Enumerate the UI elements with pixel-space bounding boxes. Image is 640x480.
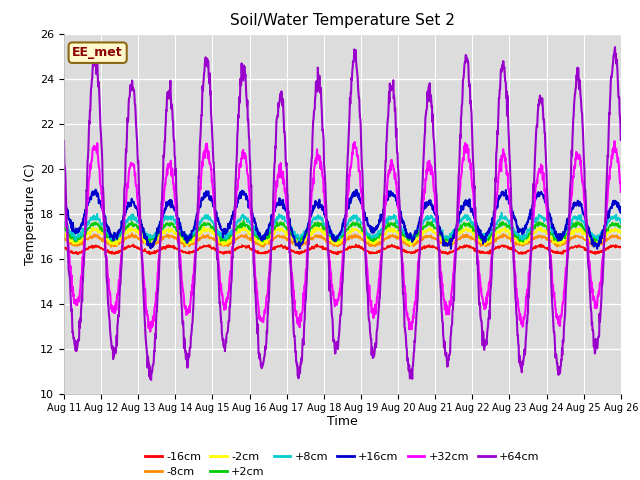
Text: EE_met: EE_met [72, 46, 123, 59]
Y-axis label: Temperature (C): Temperature (C) [24, 163, 37, 264]
Legend: -16cm, -8cm, -2cm, +2cm, +8cm, +16cm, +32cm, +64cm: -16cm, -8cm, -2cm, +2cm, +8cm, +16cm, +3… [141, 447, 544, 480]
X-axis label: Time: Time [327, 415, 358, 428]
Title: Soil/Water Temperature Set 2: Soil/Water Temperature Set 2 [230, 13, 455, 28]
